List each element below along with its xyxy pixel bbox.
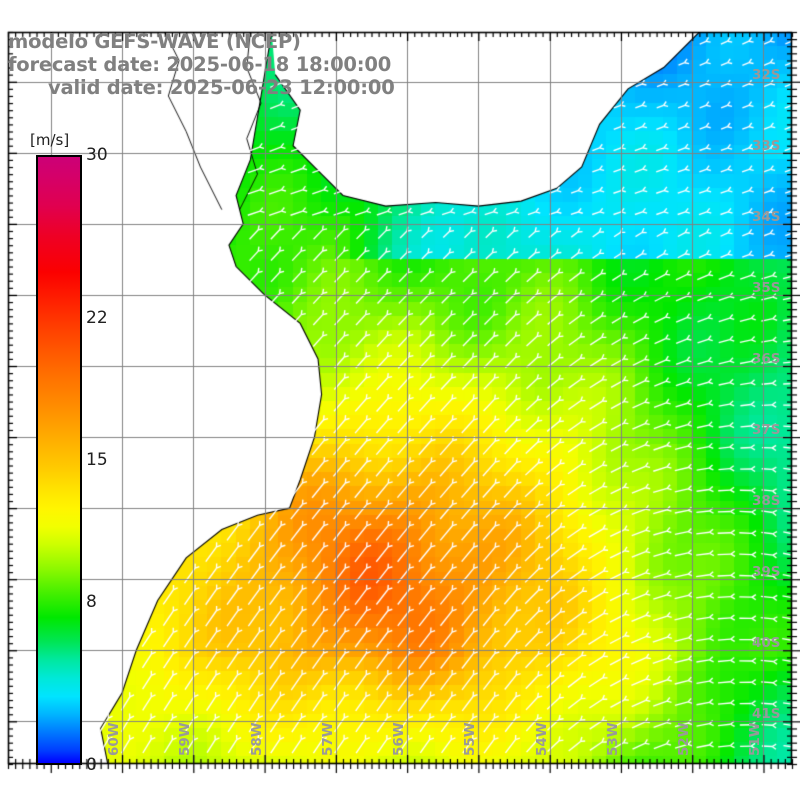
- map-plot-area[interactable]: [8, 32, 792, 764]
- colorbar-gradient: [36, 155, 82, 765]
- colorbar-tick-30: 30: [86, 145, 108, 165]
- colorbar-tick-8: 8: [86, 592, 97, 613]
- colorbar-tick-0: 0: [86, 755, 97, 775]
- colorbar[interactable]: [36, 155, 82, 765]
- colorbar-tick-15: 15: [86, 450, 108, 470]
- colorbar-unit-label: [m/s]: [30, 131, 70, 149]
- graticule-gridlines: [8, 32, 792, 764]
- colorbar-tick-22: 22: [86, 307, 108, 328]
